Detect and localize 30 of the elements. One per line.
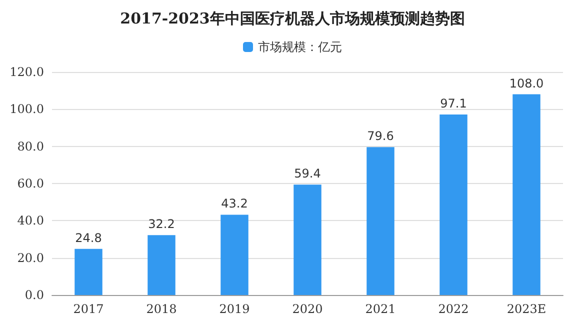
y-tick-label: 100.0 xyxy=(10,102,44,116)
x-tick-label: 2018 xyxy=(146,302,177,316)
data-label: 97.1 xyxy=(440,96,467,111)
legend-label: 市场规模：亿元 xyxy=(258,40,342,54)
y-tick-label: 40.0 xyxy=(17,214,44,228)
bar xyxy=(148,235,176,295)
data-label: 79.6 xyxy=(367,129,394,144)
bar xyxy=(220,214,248,295)
y-tick-label: 120.0 xyxy=(10,65,44,79)
y-tick-label: 60.0 xyxy=(17,176,44,190)
x-tick-label: 2020 xyxy=(292,302,323,316)
x-tick-label: 2017 xyxy=(73,302,104,316)
bar xyxy=(294,184,322,295)
bar xyxy=(512,94,540,295)
data-label: 24.8 xyxy=(75,230,102,245)
bar xyxy=(440,114,468,295)
bar xyxy=(74,248,102,295)
data-label: 108.0 xyxy=(509,76,544,90)
data-label: 43.2 xyxy=(221,196,248,211)
x-tick-label: 2022 xyxy=(438,302,469,316)
x-tick-label: 2019 xyxy=(219,302,250,316)
data-label: 59.4 xyxy=(294,166,321,181)
x-tick-label: 2021 xyxy=(365,302,396,316)
chart-title: 2017-2023年中国医疗机器人市场规模预测趋势图 xyxy=(120,10,465,28)
x-tick-label: 2023E xyxy=(506,302,546,316)
y-tick-label: 80.0 xyxy=(17,139,44,154)
y-tick-label: 0.0 xyxy=(24,288,44,302)
data-label: 32.2 xyxy=(148,217,175,232)
y-tick-label: 20.0 xyxy=(17,250,44,265)
bar xyxy=(366,147,394,295)
